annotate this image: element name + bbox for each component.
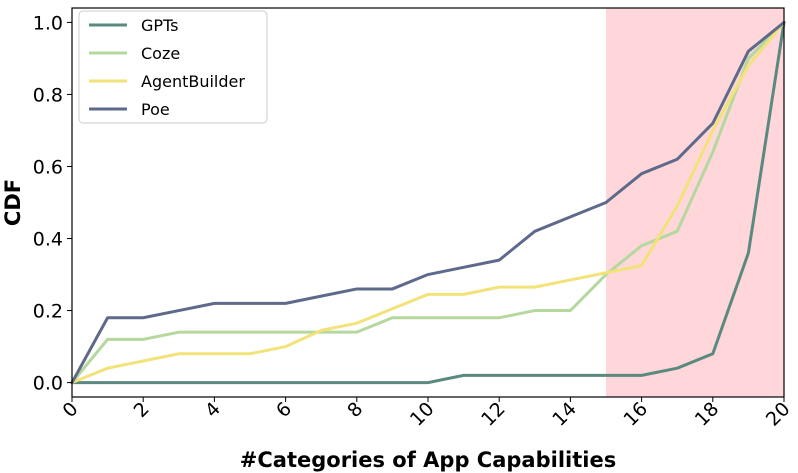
- x-tick-label: 4: [201, 398, 225, 422]
- series-line-gpts: [70, 20, 786, 385]
- x-tick-label: 12: [477, 398, 510, 431]
- x-axis-title: #Categories of App Capabilities: [240, 448, 616, 472]
- legend-label-gpts: GPTs: [141, 16, 179, 35]
- legend-label-poe: Poe: [141, 100, 170, 119]
- highlight-region-layer: [606, 8, 784, 397]
- y-axis-ticks: 0.0 0.2 0.4 0.6 0.8 1.0: [33, 12, 72, 395]
- y-tick-label: 1.0: [33, 12, 63, 34]
- y-tick-label: 0.2: [33, 301, 63, 323]
- x-tick-label: 14: [548, 398, 581, 431]
- x-tick-label: 10: [406, 398, 439, 431]
- highlight-region: [606, 8, 784, 397]
- x-tick-label: 2: [130, 398, 154, 422]
- x-tick-label: 16: [619, 398, 652, 431]
- x-axis-ticks: 0 2 4 6 8 10 12 14 16 18 20: [58, 397, 795, 431]
- y-tick-label: 0.0: [33, 373, 63, 395]
- x-tick-label: 18: [691, 398, 724, 431]
- y-tick-label: 0.4: [33, 229, 63, 251]
- series-line-coze: [70, 20, 786, 385]
- series-layer: [70, 20, 786, 385]
- y-axis-title: CDF: [1, 179, 25, 226]
- series-line-agentbuilder: [70, 20, 786, 385]
- legend-box: [78, 10, 268, 124]
- legend-label-coze: Coze: [141, 44, 180, 63]
- y-tick-label: 0.8: [33, 84, 63, 106]
- legend-label-agentbuilder: AgentBuilder: [141, 72, 245, 91]
- x-tick-label: 6: [272, 398, 296, 422]
- series-line-poe: [70, 20, 786, 385]
- y-tick-label: 0.6: [33, 156, 63, 178]
- legend: GPTs Coze AgentBuilder Poe: [78, 10, 268, 124]
- x-tick-label: 0: [58, 398, 82, 422]
- x-tick-label: 8: [343, 398, 367, 422]
- x-tick-label: 20: [762, 398, 795, 431]
